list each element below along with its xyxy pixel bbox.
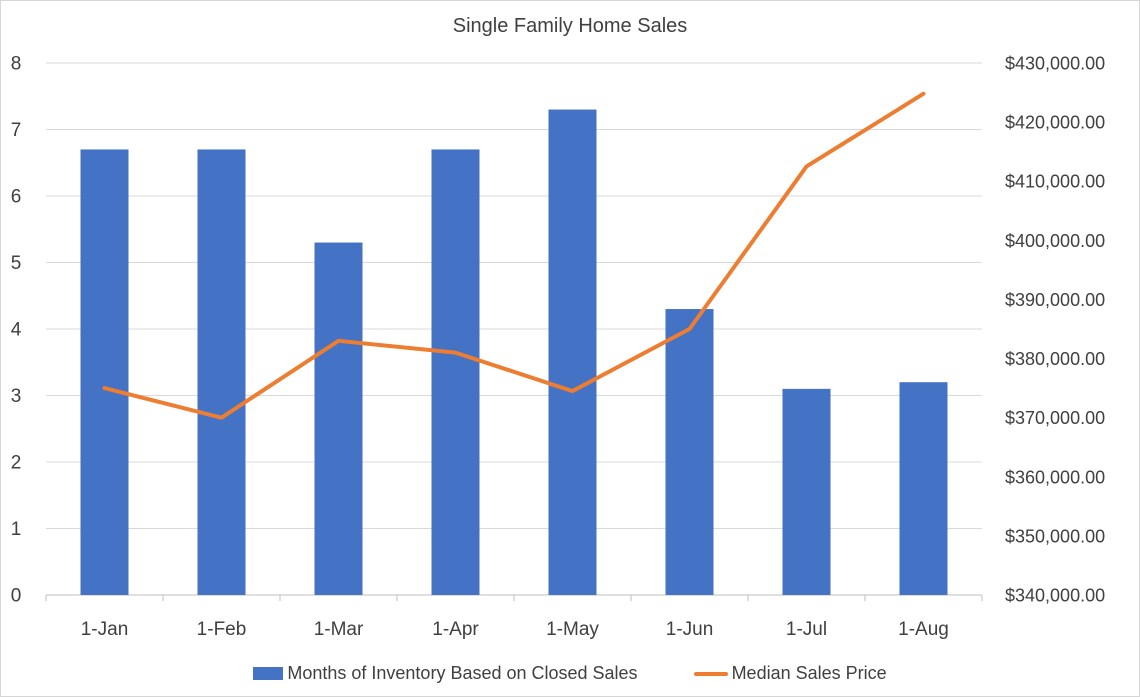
right-axis-tick-label: $420,000.00 [1005, 113, 1105, 133]
legend-label-inventory: Months of Inventory Based on Closed Sale… [287, 663, 638, 683]
right-axis-tick-label: $380,000.00 [1005, 349, 1105, 369]
x-axis-category-label: 1-Apr [432, 619, 479, 640]
right-axis-labels: $340,000.00 $350,000.00 $360,000.00 $370,00… [1005, 54, 1105, 606]
right-axis-tick-label: $350,000.00 [1005, 526, 1105, 546]
right-axis-tick-label: $370,000.00 [1005, 408, 1105, 428]
x-axis-category-label: 1-Jan [81, 619, 129, 640]
bar-1-Jun [665, 309, 714, 595]
right-axis-tick-label: $340,000.00 [1005, 586, 1105, 606]
right-axis-tick-label: $430,000.00 [1005, 54, 1105, 74]
x-axis-category-label: 1-May [546, 619, 599, 640]
right-axis-tick-label: $360,000.00 [1005, 467, 1105, 487]
x-axis-category-label: 1-Jun [666, 619, 714, 640]
bar-1-Feb [197, 149, 246, 595]
left-axis-tick-label: 7 [11, 120, 22, 141]
x-axis-ticks [45, 595, 983, 601]
right-axis-tick-label: $390,000.00 [1005, 290, 1105, 310]
left-axis-tick-label: 3 [11, 386, 22, 407]
left-axis-tick-label: 8 [11, 54, 22, 75]
legend-line-swatch-icon [693, 671, 728, 676]
x-axis-labels: 1-Jan 1-Feb 1-Mar 1-Apr 1-May 1-Jun 1-Jul 1-Aug [81, 619, 949, 640]
x-axis-category-label: 1-Mar [314, 619, 364, 640]
left-axis-tick-label: 6 [11, 187, 22, 208]
inventory-bars [80, 109, 948, 596]
bar-1-Jul [782, 388, 831, 595]
x-axis-category-label: 1-Aug [898, 619, 949, 640]
left-axis-tick-label: 0 [11, 586, 22, 607]
legend-item-inventory: Months of Inventory Based on Closed Sale… [253, 663, 638, 684]
legend: Months of Inventory Based on Closed Sale… [1, 663, 1139, 684]
right-axis-tick-label: $400,000.00 [1005, 231, 1105, 251]
left-axis-tick-label: 1 [11, 519, 22, 540]
left-axis-tick-label: 5 [11, 253, 22, 274]
left-axis-tick-label: 2 [11, 453, 22, 474]
bar-1-Mar [314, 242, 363, 596]
bar-1-May [548, 109, 597, 596]
x-axis-category-label: 1-Jul [786, 619, 827, 640]
bar-1-Jan [80, 149, 129, 595]
legend-bar-swatch-icon [253, 667, 284, 680]
left-axis-labels: 0 1 2 3 4 5 6 7 8 [11, 54, 22, 607]
bar-1-Aug [899, 382, 948, 595]
median-sales-price-line [102, 91, 926, 420]
chart-title: Single Family Home Sales [452, 15, 688, 37]
bar-1-Apr [431, 149, 480, 595]
legend-item-median-price: Median Sales Price [693, 663, 887, 684]
x-axis-category-label: 1-Feb [197, 619, 247, 640]
legend-label-median-price: Median Sales Price [731, 663, 887, 683]
left-axis-tick-label: 4 [11, 320, 22, 341]
right-axis-tick-label: $410,000.00 [1005, 172, 1105, 192]
